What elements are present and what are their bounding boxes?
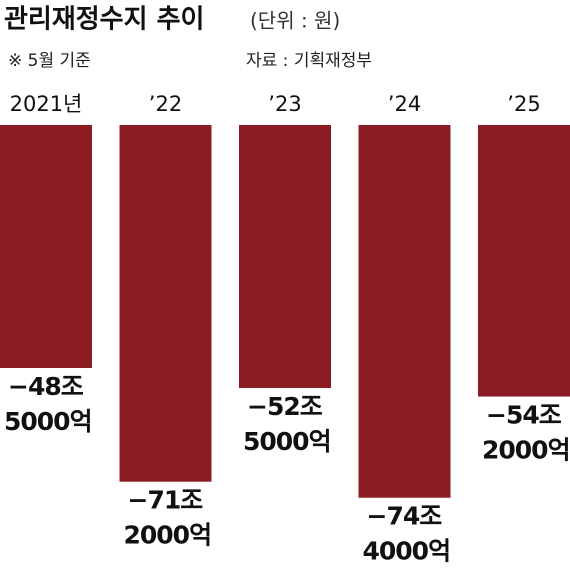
chart-subtitle: (단위 : 원) [250, 9, 340, 33]
value-label: 5000억 [243, 427, 331, 456]
chart-title: 관리재정수지 추이 [4, 5, 204, 35]
value-label: 4000억 [363, 537, 451, 566]
bar [478, 125, 570, 397]
value-label: −54조 [486, 401, 562, 430]
value-label: −74조 [367, 502, 443, 531]
value-label: 5000억 [4, 407, 92, 436]
bar [119, 125, 212, 482]
x-tick-label: ’25 [507, 92, 540, 116]
x-tick-label: 2021년 [10, 92, 83, 116]
value-label: 2000억 [482, 436, 570, 465]
value-label: −52조 [247, 392, 323, 421]
x-tick-label: ’22 [149, 92, 182, 116]
x-tick-label: ’23 [268, 92, 301, 116]
source: 자료 : 기획재정부 [246, 51, 372, 71]
value-label: 2000억 [124, 521, 212, 550]
bar [0, 125, 92, 368]
bar [239, 125, 331, 389]
note: ※ 5월 기준 [8, 51, 91, 71]
bar [358, 125, 451, 498]
x-tick-label: ’24 [388, 92, 421, 116]
value-label: −71조 [128, 486, 204, 515]
value-label: −48조 [8, 372, 84, 401]
